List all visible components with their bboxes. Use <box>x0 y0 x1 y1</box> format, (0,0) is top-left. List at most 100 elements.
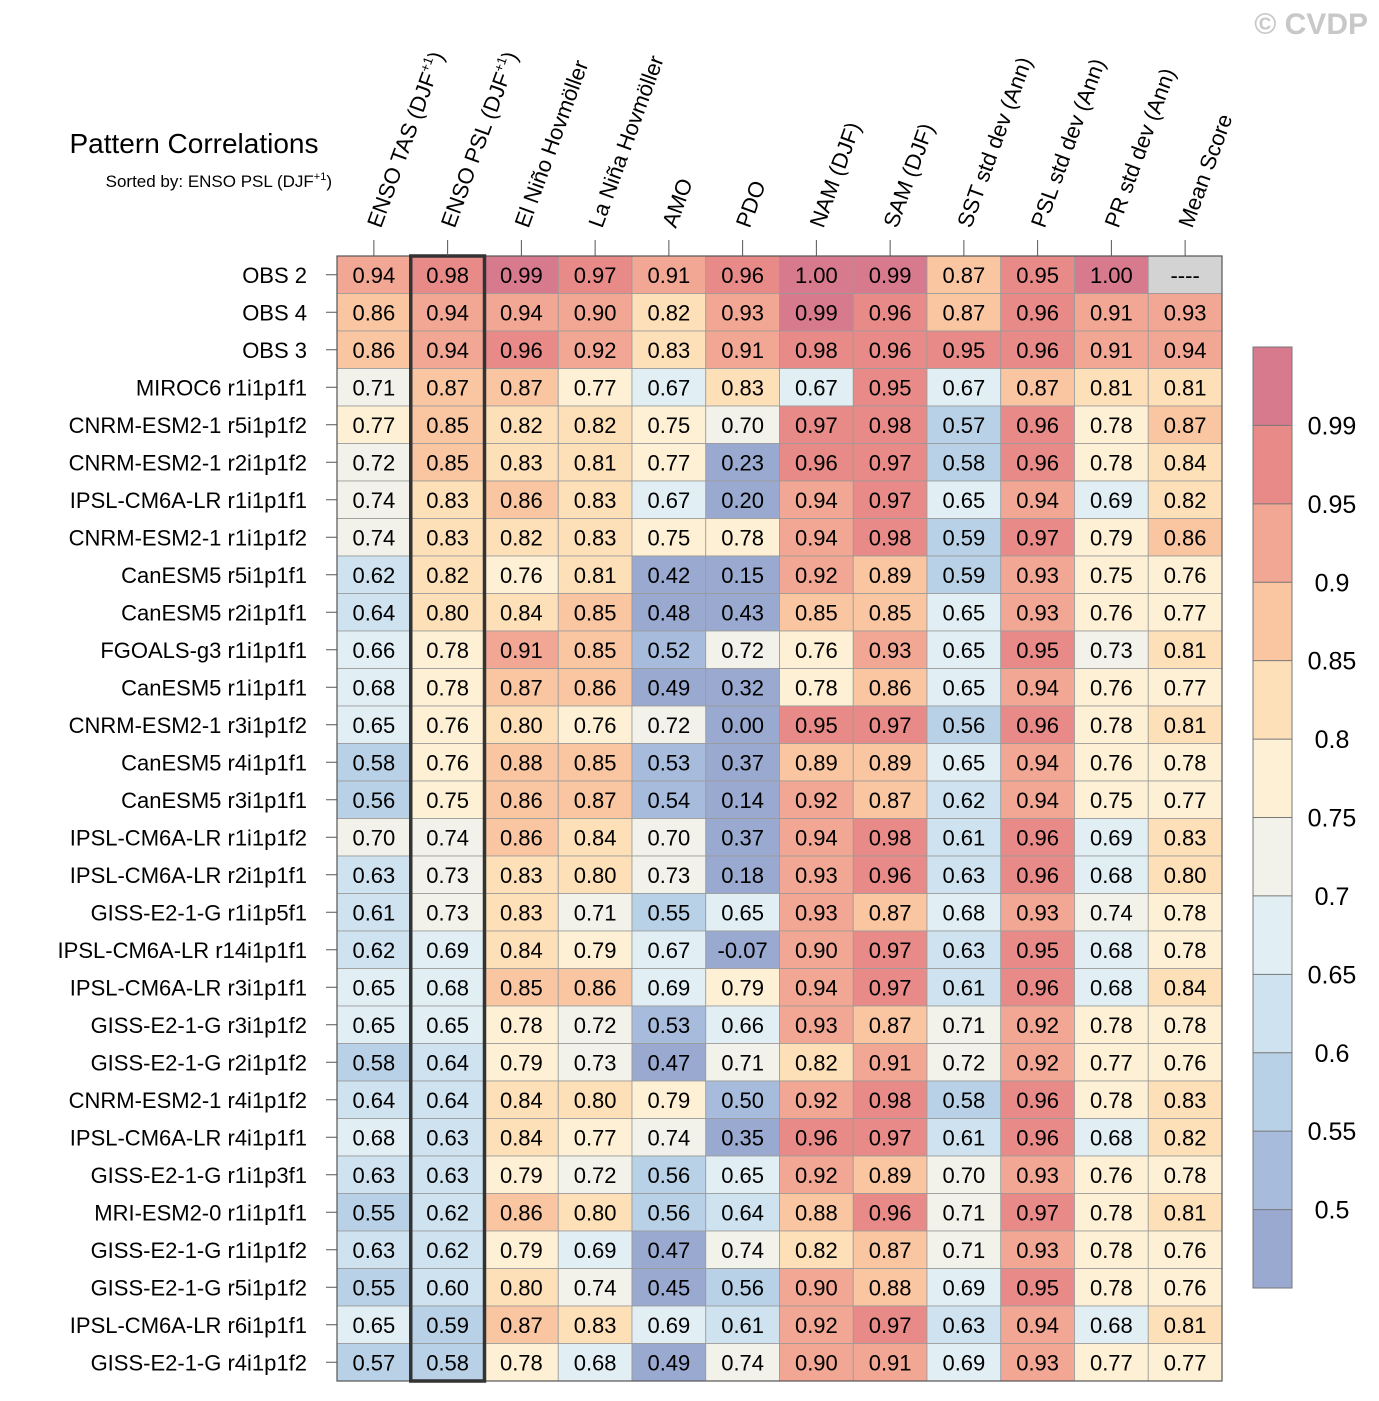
heatmap-cell <box>779 368 854 407</box>
cell-value: 0.91 <box>647 263 690 288</box>
heatmap-cell <box>1074 1305 1149 1344</box>
heatmap-cell <box>926 630 1002 669</box>
cell-value: 0.85 <box>795 600 838 625</box>
cell-value: 0.65 <box>426 1013 469 1038</box>
cell-value: 0.97 <box>869 938 912 963</box>
cell-value: 0.97 <box>869 975 912 1000</box>
cell-value: 0.23 <box>721 450 764 475</box>
cell-value: 0.94 <box>500 300 543 325</box>
cell-value: 0.63 <box>942 863 985 888</box>
colorbar-swatch <box>1253 895 1292 975</box>
cell-value: 0.62 <box>352 563 395 588</box>
cell-value: 0.71 <box>721 1050 764 1075</box>
colorbar-swatch <box>1253 1209 1292 1288</box>
heatmap-cell <box>779 1305 854 1344</box>
heatmap-cell <box>557 1230 633 1269</box>
heatmap-cell <box>779 405 854 444</box>
heatmap-cell <box>1074 1155 1149 1194</box>
heatmap-cell <box>926 1118 1002 1157</box>
cell-value: 0.45 <box>647 1275 690 1300</box>
heatmap-cell <box>631 330 707 369</box>
row-label: CNRM-ESM2-1 r4i1p1f2 <box>69 1088 307 1113</box>
cell-value: 0.55 <box>352 1275 395 1300</box>
heatmap-cell <box>557 968 633 1007</box>
cell-value: 0.73 <box>647 863 690 888</box>
cell-value: 0.96 <box>1016 450 1059 475</box>
heatmap-cell <box>779 1043 854 1082</box>
cell-value: 0.78 <box>721 525 764 550</box>
heatmap-cell <box>852 293 928 332</box>
cell-value: 0.43 <box>721 600 764 625</box>
heatmap-cell <box>1147 1005 1223 1044</box>
heatmap-cell <box>926 1268 1002 1307</box>
heatmap-cell <box>1147 855 1223 894</box>
heatmap-cell <box>779 1268 854 1307</box>
cell-value: 0.57 <box>942 413 985 438</box>
chart-subtitle: Sorted by: ENSO PSL (DJF+1) <box>106 171 332 191</box>
cell-value: 0.73 <box>1090 638 1133 663</box>
cell-value: 0.76 <box>1164 1238 1207 1263</box>
cell-value: 0.73 <box>574 1050 617 1075</box>
heatmap-cell <box>852 630 928 669</box>
cell-value: 0.88 <box>795 1200 838 1225</box>
cell-value: 0.79 <box>500 1238 543 1263</box>
cell-value: 0.74 <box>426 825 469 850</box>
heatmap-cell <box>410 405 485 444</box>
heatmap-cell <box>779 518 854 557</box>
heatmap-cell <box>705 743 780 782</box>
heatmap-cell <box>631 1005 707 1044</box>
heatmap-cell <box>410 293 485 332</box>
cell-value: 0.76 <box>1090 1163 1133 1188</box>
cell-value: 0.58 <box>352 750 395 775</box>
row-label: CNRM-ESM2-1 r1i1p1f2 <box>69 525 307 550</box>
heatmap-cell <box>336 480 412 519</box>
cell-value: 0.93 <box>1016 1238 1059 1263</box>
cell-value: 0.98 <box>795 338 838 363</box>
heatmap-cell <box>705 893 780 932</box>
cell-value: 0.78 <box>426 638 469 663</box>
cell-value: 0.77 <box>1090 1050 1133 1075</box>
cell-value: 0.97 <box>1016 1200 1059 1225</box>
cell-value: 0.90 <box>795 938 838 963</box>
heatmap-cell <box>705 668 780 707</box>
cell-value: 1.00 <box>1090 263 1133 288</box>
cell-value: 0.93 <box>1164 300 1207 325</box>
heatmap-cell <box>484 705 559 744</box>
cell-value: 0.85 <box>574 638 617 663</box>
heatmap-cell <box>1074 480 1149 519</box>
row-label: GISS-E2-1-G r5i1p1f2 <box>91 1275 307 1300</box>
cell-value: 0.95 <box>1016 1275 1059 1300</box>
cell-value: 0.94 <box>1016 788 1059 813</box>
row-label: CNRM-ESM2-1 r3i1p1f2 <box>69 713 307 738</box>
cell-value: 0.86 <box>500 1200 543 1225</box>
cell-value: 0.81 <box>574 563 617 588</box>
cell-value: 0.94 <box>1016 488 1059 513</box>
heatmap-cell <box>631 893 707 932</box>
heatmap-cell <box>336 330 412 369</box>
colorbar-label: 0.7 <box>1315 883 1350 911</box>
cell-value: 0.50 <box>721 1088 764 1113</box>
heatmap-cell <box>557 330 633 369</box>
heatmap-cell <box>779 818 854 857</box>
cell-value: 0.56 <box>352 788 395 813</box>
heatmap-cell <box>1074 818 1149 857</box>
cell-value: 0.76 <box>426 750 469 775</box>
cell-value: 0.82 <box>647 300 690 325</box>
colorbar-label: 0.65 <box>1308 961 1357 989</box>
heatmap-cell <box>1000 1268 1075 1307</box>
row-label: IPSL-CM6A-LR r14i1p1f1 <box>58 938 307 963</box>
cell-value: 0.76 <box>426 713 469 738</box>
cell-value: 0.96 <box>1016 300 1059 325</box>
heatmap-cell <box>852 780 928 819</box>
heatmap-cell <box>336 743 412 782</box>
heatmap-cell <box>779 780 854 819</box>
heatmap-cell <box>336 443 412 482</box>
heatmap-cell <box>336 368 412 407</box>
cell-value: 0.96 <box>500 338 543 363</box>
column-label: AMO <box>657 175 698 231</box>
row-label: CanESM5 r5i1p1f1 <box>121 563 307 588</box>
cell-value: 0.80 <box>500 713 543 738</box>
heatmap-cell <box>557 293 633 332</box>
cell-value: 0.64 <box>352 600 395 625</box>
cell-value: 0.87 <box>942 263 985 288</box>
